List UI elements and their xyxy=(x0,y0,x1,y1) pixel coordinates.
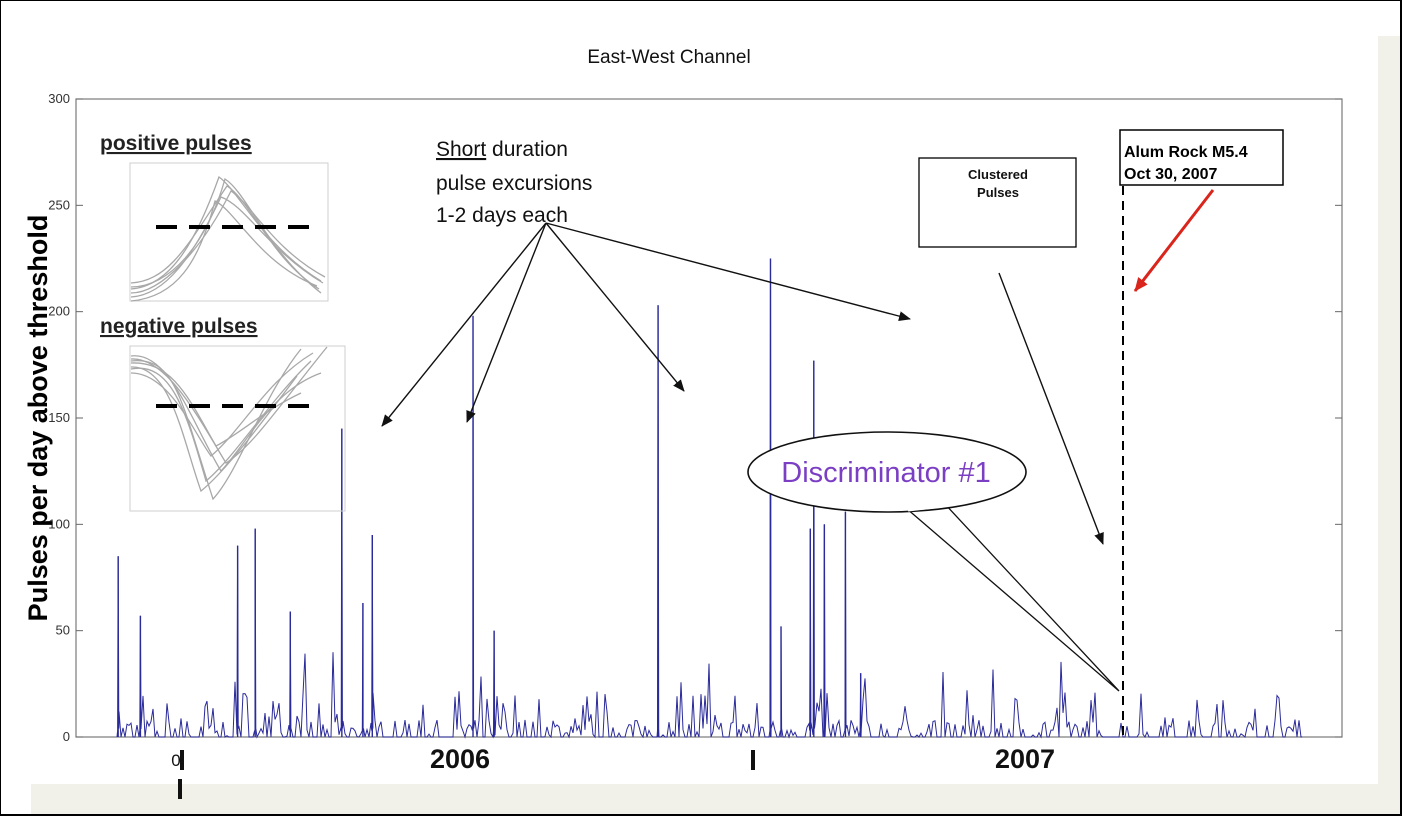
inset-negative-frame xyxy=(129,345,346,512)
inset-positive-frame xyxy=(129,162,329,302)
red-arrow xyxy=(1133,189,1215,292)
y-tick-label: 250 xyxy=(48,197,70,212)
alum-rock-line1: Alum Rock M5.4 xyxy=(1124,144,1248,161)
y-tick-label: 300 xyxy=(48,91,70,106)
negative-pulses-label: negative pulses xyxy=(100,315,258,338)
inset-negative-pulses: negative pulses xyxy=(100,315,346,512)
series-line xyxy=(116,258,1303,739)
clustered-line1: Clustered xyxy=(968,167,1028,182)
y-axis-ticks: 0 50 100 150 200 250 300 xyxy=(48,91,1342,744)
peak-marks xyxy=(117,258,862,737)
annotation-alum-rock: Alum Rock M5.4 Oct 30, 2007 xyxy=(1119,129,1284,737)
x-tick-mark xyxy=(178,779,182,799)
inset-positive-pulses: positive pulses xyxy=(100,132,329,302)
y-tick-label: 0 xyxy=(63,729,70,744)
x-tick-label-2007: 2007 xyxy=(995,744,1055,774)
y-tick-label: 200 xyxy=(48,304,70,319)
y-tick-label: 100 xyxy=(48,516,70,531)
x-tick-label-2006: 2006 xyxy=(430,744,490,774)
clustered-line2: Pulses xyxy=(977,185,1019,200)
short-duration-line2: pulse excursions xyxy=(436,172,592,195)
annotation-clustered-pulses: Clustered Pulses xyxy=(918,157,1104,545)
x-tick-mark xyxy=(180,750,184,770)
alum-rock-box xyxy=(1119,129,1284,186)
x-axis-ticks: 0 2006 2007 xyxy=(171,744,1055,799)
x-tick-label-0: 0 xyxy=(171,751,180,770)
y-tick-label: 150 xyxy=(48,410,70,425)
x-tick-mark xyxy=(751,750,755,770)
y-tick-label: 50 xyxy=(56,623,70,638)
alum-rock-line2: Oct 30, 2007 xyxy=(1124,166,1218,183)
chart-title: East-West Channel xyxy=(587,47,750,68)
annotation-short-duration: Short duration pulse excursions 1-2 days… xyxy=(381,138,911,427)
y-axis-label: Pulses per day above threshold xyxy=(23,215,53,622)
background-strip-bottom xyxy=(31,784,1400,814)
short-duration-line1: Short duration xyxy=(436,138,568,161)
short-duration-line3: 1-2 days each xyxy=(436,204,568,227)
background-strip-right xyxy=(1378,36,1400,814)
discriminator-label: Discriminator #1 xyxy=(781,457,991,489)
clustered-box xyxy=(918,157,1077,248)
annotation-discriminator: Discriminator #1 xyxy=(747,431,1120,692)
positive-pulses-label: positive pulses xyxy=(100,132,252,155)
